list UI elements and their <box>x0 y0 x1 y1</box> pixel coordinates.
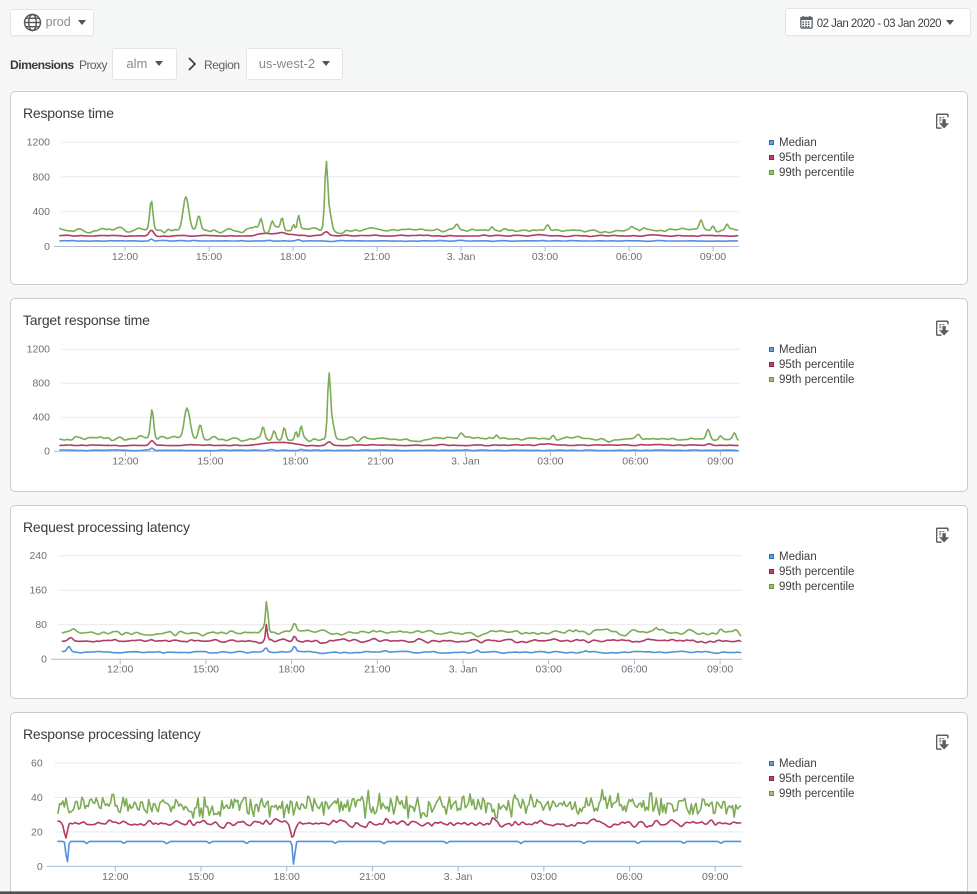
svg-text:12:00: 12:00 <box>102 871 128 883</box>
svg-text:03:00: 03:00 <box>536 664 562 676</box>
svg-text:06:00: 06:00 <box>616 251 642 263</box>
svg-text:09:00: 09:00 <box>707 664 733 676</box>
svg-text:09:00: 09:00 <box>702 871 728 883</box>
svg-text:06:00: 06:00 <box>616 871 642 883</box>
svg-text:18:00: 18:00 <box>282 456 308 468</box>
svg-text:800: 800 <box>32 171 50 183</box>
svg-text:160: 160 <box>29 585 47 597</box>
svg-text:240: 240 <box>29 550 47 562</box>
svg-text:0: 0 <box>41 654 47 666</box>
svg-text:06:00: 06:00 <box>621 664 647 676</box>
svg-text:15:00: 15:00 <box>188 871 214 883</box>
svg-text:18:00: 18:00 <box>280 251 306 263</box>
svg-text:18:00: 18:00 <box>278 664 304 676</box>
svg-text:12:00: 12:00 <box>112 456 138 468</box>
svg-text:15:00: 15:00 <box>193 664 219 676</box>
svg-text:0: 0 <box>37 861 43 873</box>
svg-text:0: 0 <box>44 446 50 458</box>
svg-text:1200: 1200 <box>27 137 51 149</box>
svg-text:09:00: 09:00 <box>700 251 726 263</box>
svg-text:3. Jan: 3. Jan <box>449 664 478 676</box>
svg-text:15:00: 15:00 <box>197 456 223 468</box>
svg-text:21:00: 21:00 <box>367 456 393 468</box>
svg-text:60: 60 <box>31 757 43 769</box>
svg-text:3. Jan: 3. Jan <box>444 871 473 883</box>
svg-text:800: 800 <box>32 378 50 390</box>
svg-text:09:00: 09:00 <box>707 456 733 468</box>
svg-text:3. Jan: 3. Jan <box>447 251 476 263</box>
svg-text:20: 20 <box>31 826 43 838</box>
svg-text:12:00: 12:00 <box>107 664 133 676</box>
svg-text:03:00: 03:00 <box>537 456 563 468</box>
svg-text:80: 80 <box>35 619 47 631</box>
svg-text:400: 400 <box>32 412 50 424</box>
svg-text:400: 400 <box>32 206 50 218</box>
svg-text:21:00: 21:00 <box>364 251 390 263</box>
svg-text:21:00: 21:00 <box>364 664 390 676</box>
svg-text:03:00: 03:00 <box>531 871 557 883</box>
svg-text:21:00: 21:00 <box>359 871 385 883</box>
svg-text:18:00: 18:00 <box>274 871 300 883</box>
svg-text:1200: 1200 <box>27 344 51 356</box>
svg-text:03:00: 03:00 <box>532 251 558 263</box>
svg-text:40: 40 <box>31 792 43 804</box>
svg-text:15:00: 15:00 <box>196 251 222 263</box>
svg-text:3. Jan: 3. Jan <box>451 456 480 468</box>
svg-text:12:00: 12:00 <box>112 251 138 263</box>
svg-text:0: 0 <box>44 241 50 253</box>
svg-text:06:00: 06:00 <box>622 456 648 468</box>
